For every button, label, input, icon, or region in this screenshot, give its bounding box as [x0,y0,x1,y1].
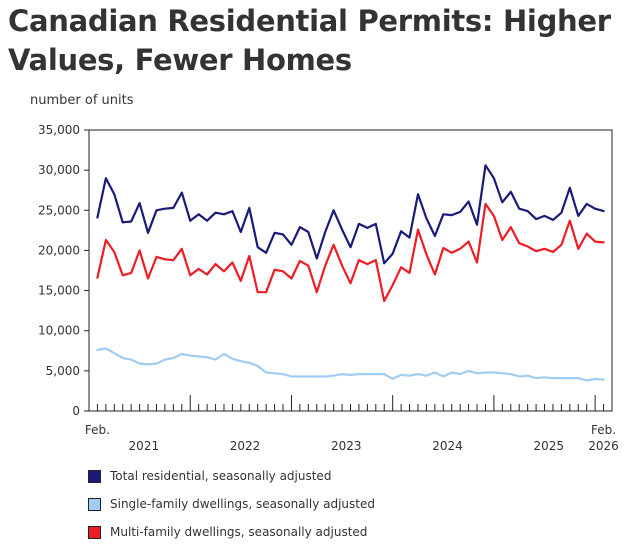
legend-label-single-family: Single-family dwellings, seasonally adju… [110,497,375,511]
x-year-label: 2023 [331,439,362,453]
x-year-label: 2025 [533,439,564,453]
y-tick-label: 10,000 [38,324,80,338]
legend-swatch-single-family [88,497,101,511]
legend-label-total: Total residential, seasonally adjusted [110,469,332,483]
x-year-label: 2022 [230,439,261,453]
y-tick-label: 0 [72,404,80,418]
y-tick-label: 35,000 [38,123,80,137]
y-tick-label: 25,000 [38,203,80,217]
chart-title: Canadian Residential Permits: Higher Val… [8,4,611,77]
y-axis-label: number of units [30,93,134,108]
x-year-label: 2026 [588,439,619,453]
x-year-label: 2021 [129,439,160,453]
series-line-multi-family [96,202,605,303]
y-tick-label: 15,000 [38,284,80,298]
legend-swatch-total [88,469,101,483]
series-line-single-family [96,347,605,382]
plot-frame [88,129,613,412]
series-line-total [96,164,605,265]
x-start-label: Feb. [85,423,110,437]
legend-label-multi-family: Multi-family dwellings, seasonally adjus… [110,525,368,539]
x-year-label: 2024 [432,439,463,453]
x-end-label: Feb. [591,423,616,437]
legend-item-multi-family: Multi-family dwellings, seasonally adjus… [88,518,375,546]
y-tick-label: 20,000 [38,243,80,257]
legend-swatch-multi-family [88,525,101,539]
legend-item-total: Total residential, seasonally adjusted [88,462,375,490]
y-tick-label: 5,000 [46,364,80,378]
legend: Total residential, seasonally adjusted S… [88,462,375,546]
y-tick-label: 30,000 [38,163,80,177]
legend-item-single-family: Single-family dwellings, seasonally adju… [88,490,375,518]
